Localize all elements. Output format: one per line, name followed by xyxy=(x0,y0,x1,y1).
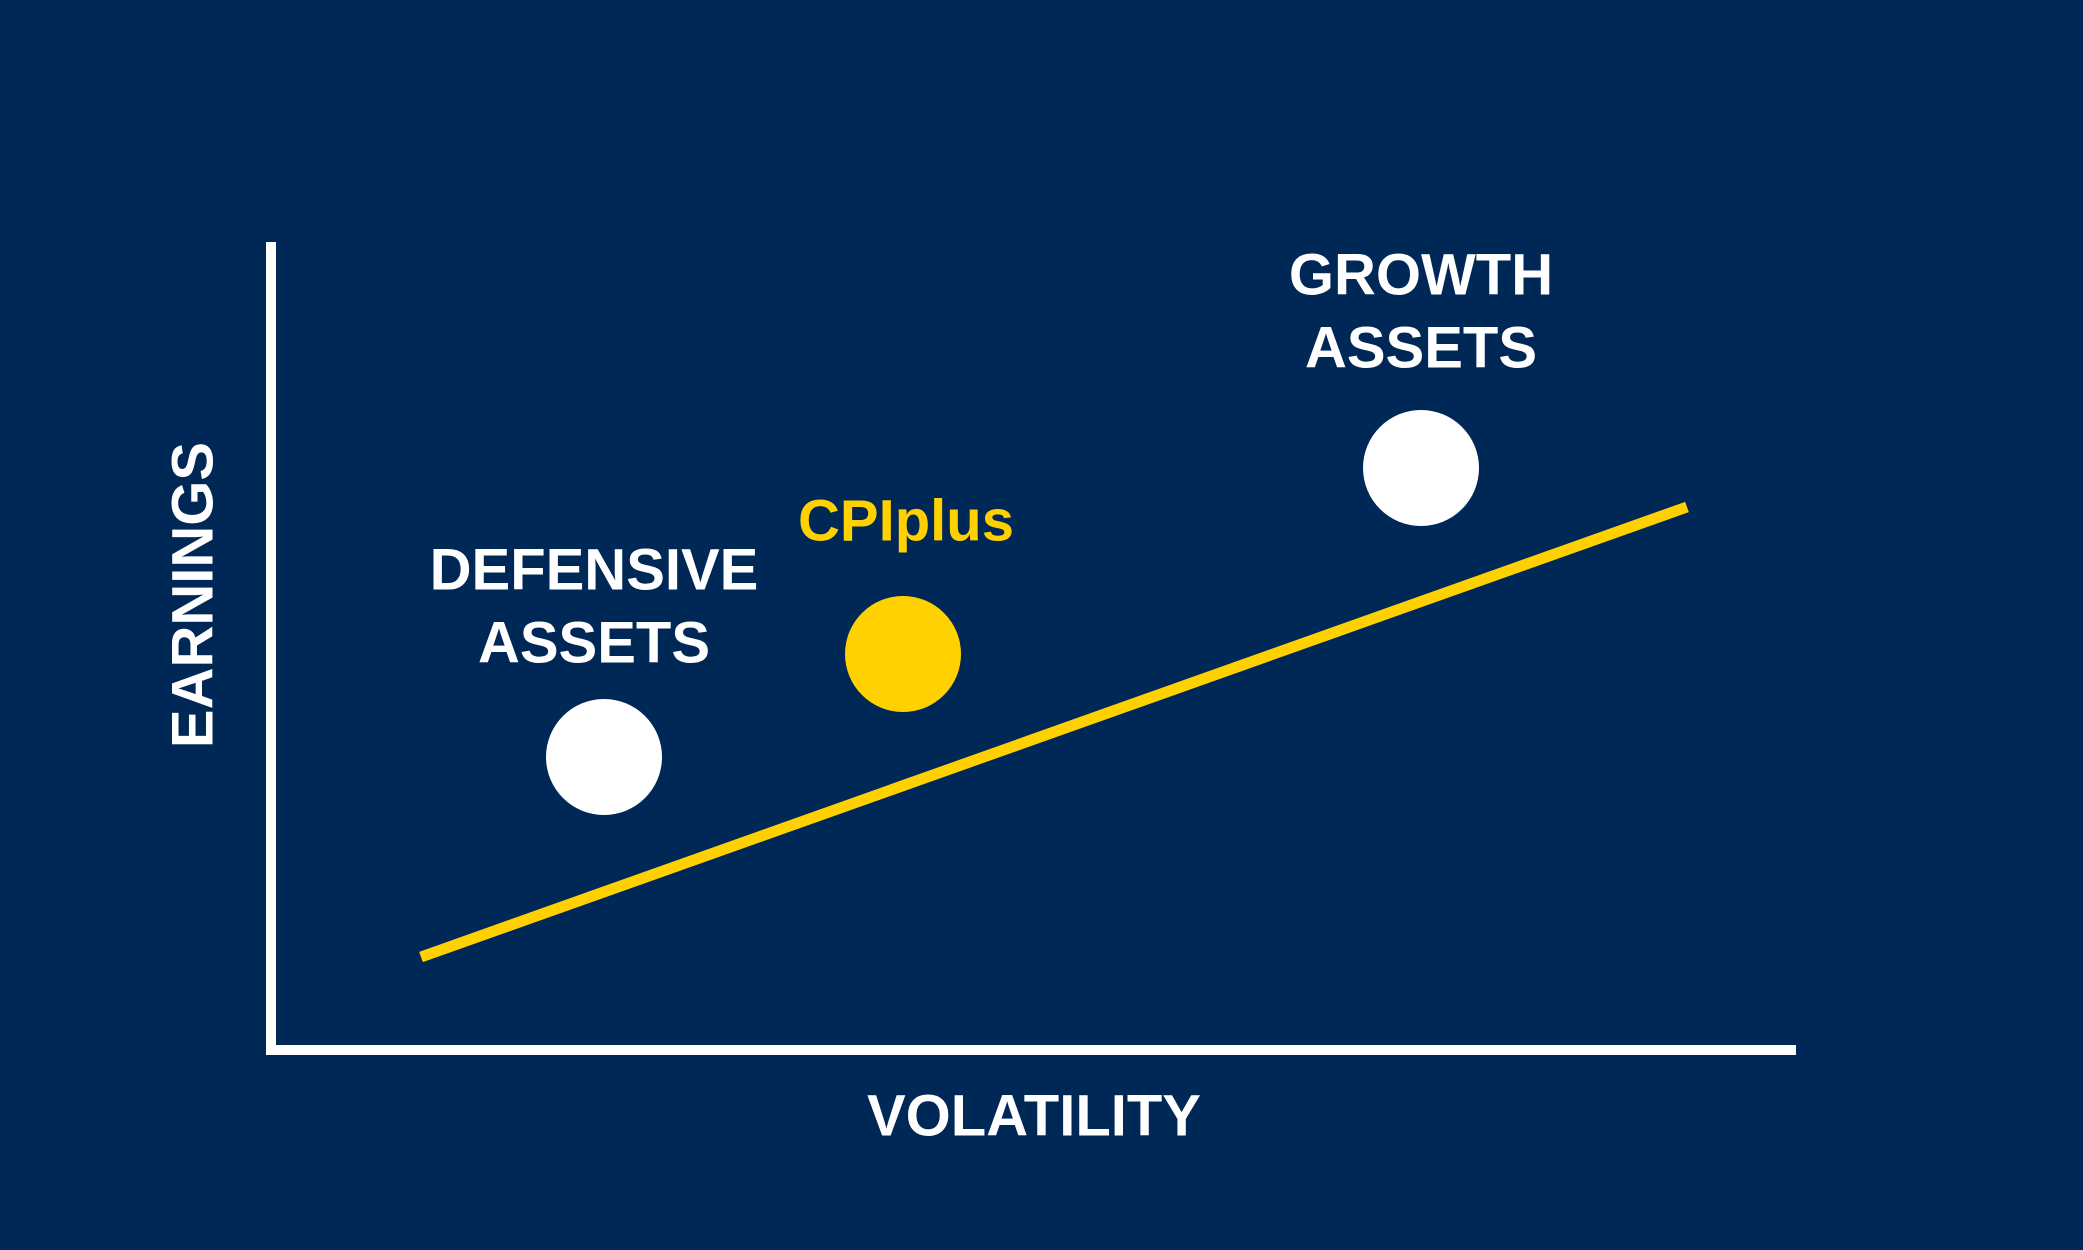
node-label: CPIplus xyxy=(798,488,1014,553)
node-label: ASSETS xyxy=(478,610,710,675)
growth-marker xyxy=(1363,410,1479,526)
defensive-marker xyxy=(546,699,662,815)
cpiplus-marker xyxy=(845,596,961,712)
y-axis-label: EARNINGS xyxy=(160,442,225,748)
x-axis-label: VOLATILITY xyxy=(867,1083,1201,1148)
trend-line xyxy=(419,501,1689,963)
node-label: ASSETS xyxy=(1305,315,1537,380)
node-label: GROWTH xyxy=(1289,242,1553,307)
axes xyxy=(266,242,1796,1055)
node-label: DEFENSIVE xyxy=(430,537,759,602)
